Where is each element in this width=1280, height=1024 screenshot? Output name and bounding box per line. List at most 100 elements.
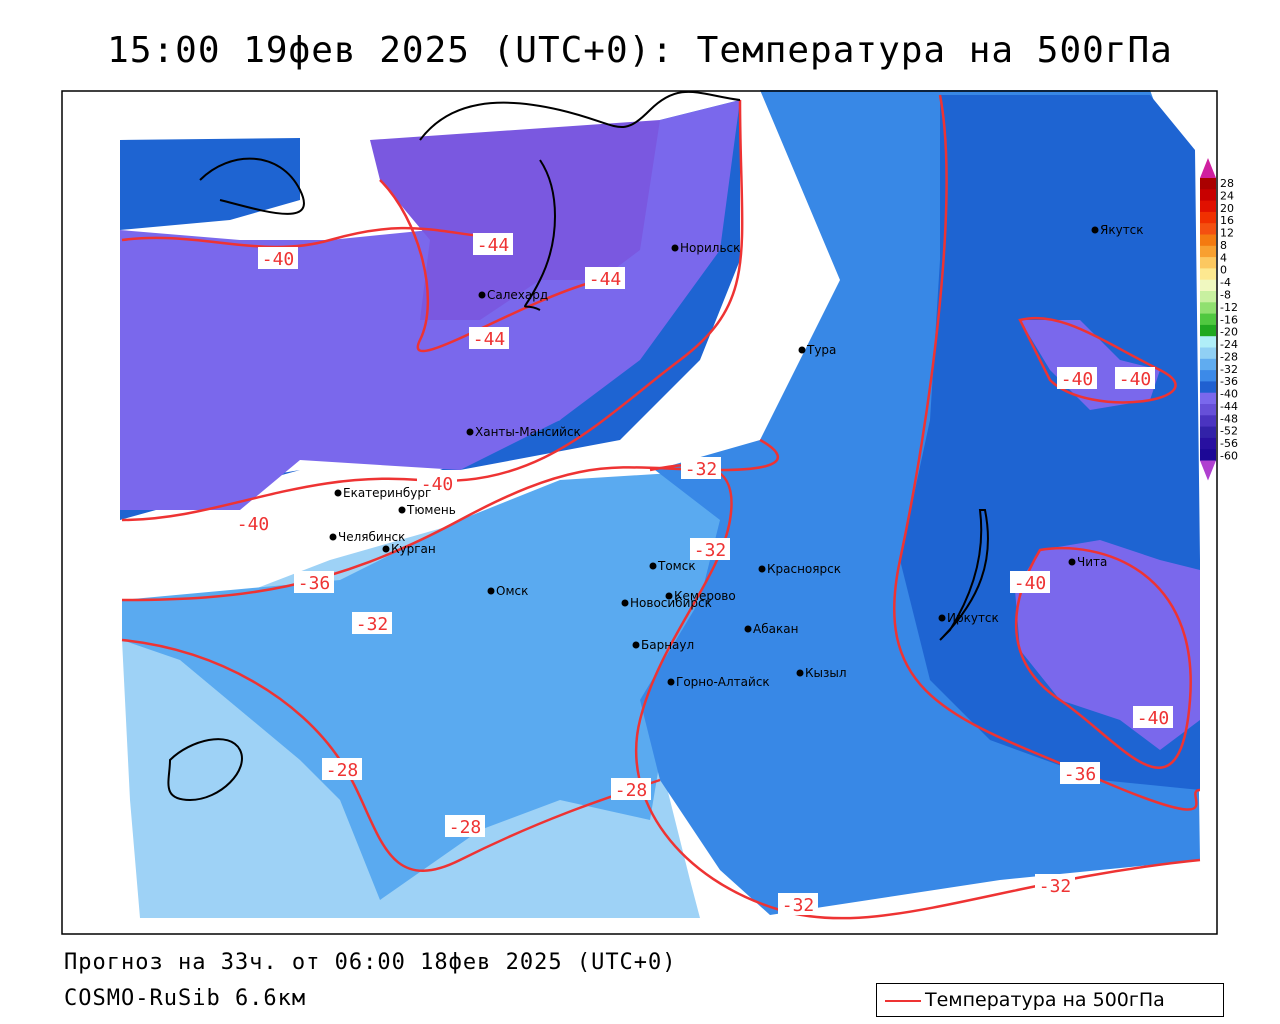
colorbar-tick-label: 16 xyxy=(1220,214,1234,227)
city-marker: Томск xyxy=(649,559,696,573)
svg-text:Томск: Томск xyxy=(657,559,696,573)
colorbar-tick-label: -52 xyxy=(1220,425,1238,438)
contour-label: -32 xyxy=(1035,874,1075,897)
colorbar-tick-label: -60 xyxy=(1220,450,1238,463)
city-marker: Новосибирск xyxy=(621,596,712,610)
contour-label: -44 xyxy=(585,267,625,290)
legend-line-swatch xyxy=(885,1000,921,1002)
isotherm-line xyxy=(893,94,1201,811)
legend-label: Температура на 500гПа xyxy=(925,989,1165,1011)
colorbar-tick-label: -48 xyxy=(1220,412,1238,425)
svg-text:-40: -40 xyxy=(1119,369,1152,390)
svg-text:Новосибирск: Новосибирск xyxy=(630,596,712,610)
map-title: 15:00 19фев 2025 (UTC+0): Температура на… xyxy=(107,30,1173,71)
colorbar-swatch xyxy=(1200,291,1216,303)
contour-labels: -40 -44 -44 -44 -40 -40 -32 -32 -36 -32 -40 -40 -40 -… xyxy=(233,233,1173,916)
colorbar-swatch xyxy=(1200,381,1216,394)
contour-label: -40 xyxy=(1057,367,1097,390)
svg-text:Тура: Тура xyxy=(806,343,836,357)
zone-minus-36-west xyxy=(120,100,740,520)
colorbar-bottom-arrow xyxy=(1200,460,1216,481)
svg-text:-40: -40 xyxy=(237,514,270,535)
svg-text:-40: -40 xyxy=(262,249,295,270)
contour-label: -36 xyxy=(294,571,334,594)
colorbar-tick-label: -20 xyxy=(1220,326,1238,339)
isotherm-line xyxy=(1015,546,1192,769)
city-markers: Норильск Якутск Салехард Тура Ханты-Мансийск… xyxy=(329,223,1144,689)
isotherm-line xyxy=(121,99,744,522)
colorbar-swatch xyxy=(1200,426,1216,439)
contour-label: -32 xyxy=(681,457,721,480)
svg-text:-44: -44 xyxy=(477,235,510,256)
temperature-zones xyxy=(120,90,1200,918)
svg-text:-28: -28 xyxy=(449,817,482,838)
colorbar-swatch xyxy=(1200,392,1216,405)
colorbar-swatch xyxy=(1200,336,1216,348)
isotherm-line xyxy=(1018,316,1177,404)
svg-text:Барнаул: Барнаул xyxy=(641,638,694,652)
colorbar-top-arrow xyxy=(1200,158,1216,178)
model-caption: COSMO-RuSib 6.6км xyxy=(64,986,307,1011)
svg-text:Горно-Алтайск: Горно-Алтайск xyxy=(676,675,770,689)
svg-text:Красноярск: Красноярск xyxy=(767,562,841,576)
svg-text:-32: -32 xyxy=(1039,876,1072,897)
colorbar-swatch xyxy=(1200,279,1216,292)
contour-label: -44 xyxy=(473,233,513,256)
zone-minus-40-east-2 xyxy=(1015,540,1200,750)
svg-text:Омск: Омск xyxy=(496,584,528,598)
colorbar-tick-label: 4 xyxy=(1220,251,1227,264)
isotherm-line xyxy=(121,438,780,602)
colorbar-swatch xyxy=(1200,449,1216,461)
svg-text:-36: -36 xyxy=(1064,764,1097,785)
svg-text:Челябинск: Челябинск xyxy=(338,530,405,544)
colorbar-tick-label: 28 xyxy=(1220,177,1234,190)
svg-text:-40: -40 xyxy=(421,474,454,495)
colorbar-tick-label: 8 xyxy=(1220,239,1227,252)
city-marker: Иркутск xyxy=(938,611,999,625)
svg-text:-40: -40 xyxy=(1014,573,1047,594)
contour-label: -28 xyxy=(445,815,485,838)
zone-minus-28 xyxy=(122,470,740,900)
svg-text:Курган: Курган xyxy=(391,542,436,556)
coastline xyxy=(199,157,305,215)
contour-label: -40 xyxy=(1133,706,1173,729)
contour-label: -28 xyxy=(611,778,651,801)
colorbar-swatch xyxy=(1200,257,1216,269)
colorbar-swatch xyxy=(1200,415,1216,428)
isotherm-line xyxy=(634,463,1201,920)
svg-text:Якутск: Якутск xyxy=(1100,223,1144,237)
city-marker: Ханты-Мансийск xyxy=(466,425,581,439)
city-marker: Красноярск xyxy=(758,562,841,576)
colorbar-swatch xyxy=(1200,358,1216,371)
colorbar-tick-label: -32 xyxy=(1220,363,1238,376)
city-marker: Челябинск xyxy=(329,530,405,544)
temperature-map: -40-44-44-44-40-40-32-32-36-32-40 -40-40-… xyxy=(61,90,1238,935)
colorbar-swatch xyxy=(1200,234,1216,247)
city-marker: Барнаул xyxy=(632,638,694,652)
coastline xyxy=(419,90,741,141)
svg-text:-40: -40 xyxy=(1137,708,1170,729)
coastlines xyxy=(167,90,989,802)
colorbar-swatch xyxy=(1200,178,1216,190)
colorbar-swatch xyxy=(1200,223,1216,235)
svg-text:Иркутск: Иркутск xyxy=(947,611,999,625)
contour-label: -28 xyxy=(322,758,362,781)
svg-text:-44: -44 xyxy=(589,269,622,290)
svg-text:-28: -28 xyxy=(326,760,359,781)
svg-text:Ханты-Мансийск: Ханты-Мансийск xyxy=(475,425,581,439)
contour-label: -32 xyxy=(352,612,392,635)
city-marker: Норильск xyxy=(671,241,740,255)
colorbar: 2824201612840-4-8-12-16-20-24-28-32-36-4… xyxy=(1200,158,1238,481)
colorbar-tick-label: -24 xyxy=(1220,338,1238,351)
svg-text:Екатеринбург: Екатеринбург xyxy=(343,486,431,500)
colorbar-tick-label: -36 xyxy=(1220,375,1238,388)
isotherm-line xyxy=(121,638,661,873)
colorbar-tick-label: 0 xyxy=(1220,264,1227,277)
svg-text:Абакан: Абакан xyxy=(753,622,798,636)
colorbar-swatch xyxy=(1200,245,1216,258)
city-marker: Чита xyxy=(1068,555,1107,569)
svg-text:Салехард: Салехард xyxy=(487,288,548,302)
colorbar-tick-label: -16 xyxy=(1220,313,1238,326)
contour-label: -32 xyxy=(778,893,818,916)
city-marker: Кызыл xyxy=(796,666,847,680)
